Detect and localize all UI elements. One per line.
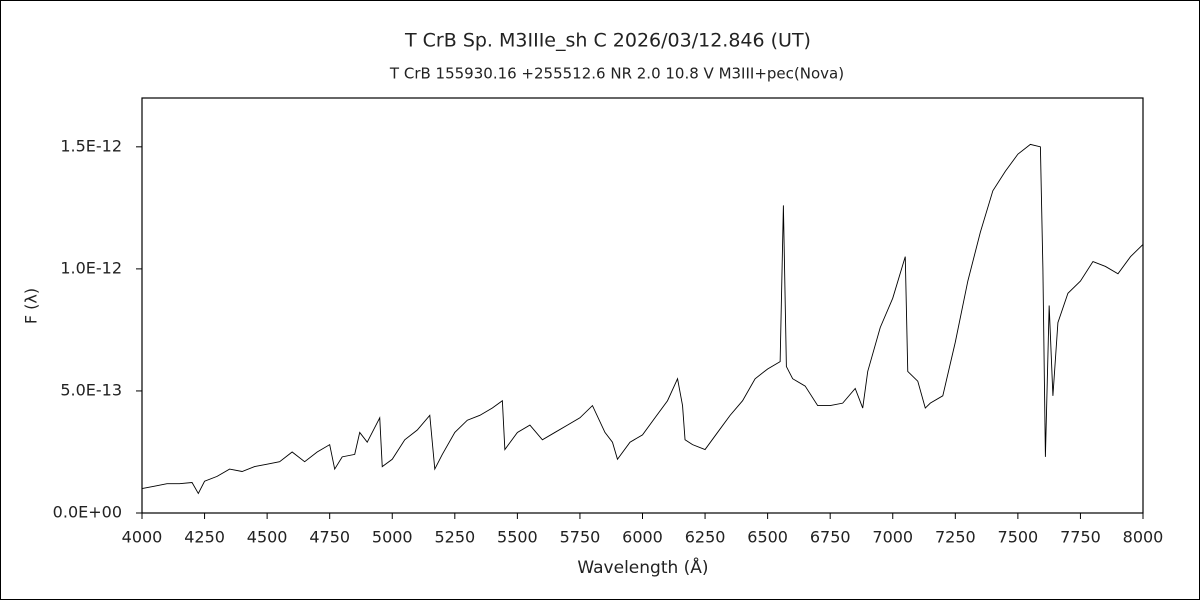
y-tick-label: 0.0E+00 [53,503,122,522]
x-axis-label: Wavelength (Å) [577,556,708,578]
y-tick-label: 1.5E-12 [60,136,122,155]
x-tick-label: 5250 [434,528,475,547]
spectrum-line [141,143,1144,495]
x-tick-label: 7750 [1060,528,1101,547]
x-tick-label: 7000 [872,528,913,547]
x-tick-label: 6000 [622,528,663,547]
chart-title: T CrB Sp. M3IIIe_sh C 2026/03/12.846 (UT… [404,30,811,52]
chart-subtitle: T CrB 155930.16 +255512.6 NR 2.0 10.8 V … [389,65,844,83]
x-tick-label: 5000 [372,528,413,547]
x-tick-label: 6750 [810,528,851,547]
x-tick-label: 5500 [497,528,538,547]
x-tick-label: 6500 [747,528,788,547]
x-tick-label: 4250 [184,528,225,547]
y-tick-label: 1.0E-12 [60,258,122,277]
x-tick-label: 7500 [998,528,1039,547]
x-tick-label: 4000 [122,528,163,547]
x-tick-label: 5750 [560,528,601,547]
x-tick-label: 4750 [309,528,350,547]
x-tick-label: 8000 [1123,528,1164,547]
x-tick-label: 4500 [247,528,288,547]
x-tick-label: 6250 [685,528,726,547]
y-tick-label: 5.0E-13 [60,380,122,399]
y-axis-label: F (λ) [22,288,41,324]
x-tick-label: 7250 [935,528,976,547]
